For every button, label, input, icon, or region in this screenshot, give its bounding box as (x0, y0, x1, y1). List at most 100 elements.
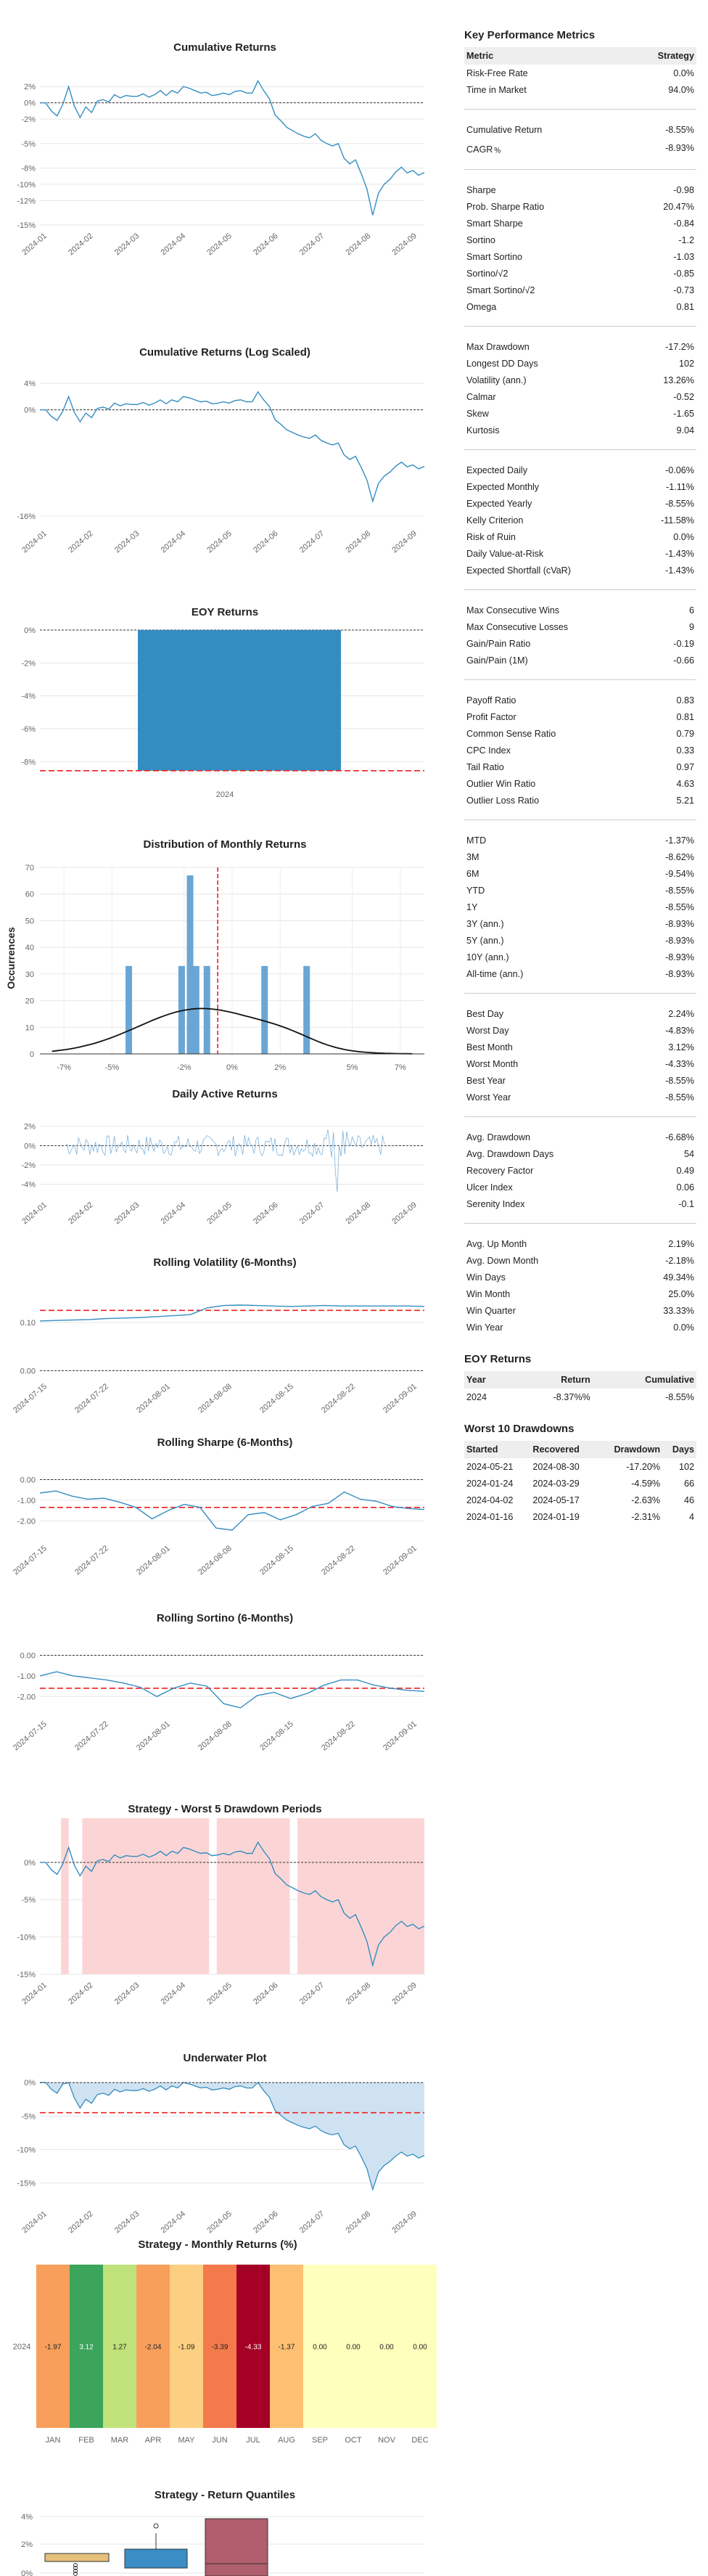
metric-name: Daily Value-at-Risk (466, 548, 544, 559)
x-tick-label: 2024-09-01 (382, 1382, 419, 1415)
metric-value: 13.26% (663, 375, 694, 385)
group-spacer (464, 450, 696, 462)
metric-value: -1.37% (665, 835, 694, 846)
metric-value: -0.52 (673, 391, 694, 402)
dd-col-days: Days (662, 1441, 696, 1458)
metrics-column: Key Performance Metrics Metric Strategy … (464, 29, 696, 1525)
eoy-return: -8.37%% (553, 1391, 590, 1402)
x-tick-label: 2024-04 (160, 529, 188, 555)
dd-recovered: 2024-03-29 (532, 1478, 580, 1489)
dd-recovered: 2024-01-19 (532, 1511, 580, 1522)
hist-bar (261, 965, 268, 1054)
x-tick-label: 2024-08-08 (197, 1382, 234, 1415)
group-spacer (464, 680, 696, 692)
metric-value: -8.55% (665, 885, 694, 896)
series-line (40, 79, 425, 216)
box-weekly (124, 2548, 188, 2569)
y-tick-label: 0 (30, 1050, 34, 1059)
outlier-point (73, 2569, 78, 2573)
metric-name: Win Month (466, 1288, 511, 1299)
metric-name: Win Quarter (466, 1305, 516, 1316)
y-tick-label: 0.00 (20, 1652, 36, 1661)
metric-value: 0.49 (676, 1165, 694, 1176)
group-separator (464, 315, 696, 327)
metric-value: 94.0% (668, 84, 694, 95)
table-row: CAGR﹪ -8.93% (464, 138, 696, 158)
metric-name: Gain/Pain (1M) (466, 655, 528, 666)
metric-value: 33.33% (663, 1305, 694, 1316)
y-tick-label: -15% (17, 221, 36, 230)
metric-name: Worst Month (466, 1058, 519, 1069)
metric-value: 20.47% (663, 201, 694, 212)
x-tick-label: 2024-05 (205, 1201, 234, 1226)
series-line (40, 2082, 425, 2191)
table-row: Smart Sortino/√2 -0.73 (464, 282, 696, 298)
x-tick-label: 2024-03 (113, 529, 141, 555)
x-tick-label: 2024-07-22 (73, 1720, 110, 1752)
x-tick-label: OCT (345, 2436, 362, 2445)
metric-value: 0.97 (676, 761, 694, 772)
table-row: Time in Market 94.0% (464, 81, 696, 98)
metric-value: -0.66 (673, 655, 694, 666)
metric-name: Avg. Drawdown Days (466, 1148, 554, 1159)
metric-value: -0.06% (665, 465, 694, 475)
table-row: Ulcer Index 0.06 (464, 1179, 696, 1195)
chart-title: Strategy - Return Quantiles (155, 2489, 295, 2501)
y-tick-label: 0.00 (20, 1367, 36, 1375)
heatmap-cell-mar (103, 2265, 136, 2428)
x-tick-label: 2024-08 (345, 529, 373, 555)
table-row: Volatility (ann.) 13.26% (464, 372, 696, 388)
metric-value: 54 (683, 1148, 694, 1159)
metric-name: Avg. Drawdown (466, 1132, 530, 1142)
heatmap-value: 1.27 (112, 2344, 127, 2352)
group-spacer (464, 590, 696, 602)
metric-value: -1.65 (673, 408, 694, 419)
metric-value: 0.0% (673, 531, 694, 542)
metric-name: Win Year (466, 1322, 503, 1333)
metric-value: -8.55% (665, 124, 694, 135)
metric-value: -8.93% (665, 968, 694, 979)
table-row: Expected Monthly -1.11% (464, 478, 696, 495)
x-tick-label: AUG (278, 2436, 295, 2445)
heatmap-cell-sep (303, 2265, 337, 2428)
heatmap-value: -1.09 (178, 2344, 195, 2352)
dd-days: 4 (688, 1511, 694, 1522)
x-tick-label: 2024-09 (390, 2209, 419, 2235)
table-row: 2024 -8.37%% -8.55% (464, 1389, 696, 1405)
series-line (39, 1304, 425, 1322)
metric-value: 6 (688, 605, 694, 616)
x-tick-label: 2024-02 (67, 529, 95, 555)
y-tick-label: 0% (21, 2569, 33, 2576)
kde-line (52, 1007, 413, 1055)
metric-name: Skew (466, 408, 489, 419)
y-tick-label: -8% (21, 758, 36, 766)
heatmap-cell-jul (236, 2265, 270, 2428)
x-tick-label: JUL (246, 2436, 260, 2445)
group-spacer (464, 820, 696, 833)
table-row: 2024-05-21 2024-08-30 -17.20% 102 (464, 1458, 696, 1475)
chart-title: Cumulative Returns (Log Scaled) (139, 346, 310, 359)
y-tick-label: -2% (21, 115, 36, 124)
metric-value: -0.73 (673, 285, 694, 295)
metric-name: Avg. Down Month (466, 1255, 539, 1266)
metric-value: -8.55% (665, 901, 694, 912)
y-tick-label: 0% (24, 1142, 36, 1150)
metric-name: Cumulative Return (466, 124, 543, 135)
heatmap-cell-dec (403, 2265, 437, 2428)
table-row: Smart Sortino -1.03 (464, 248, 696, 265)
metric-name: CAGR﹪ (466, 144, 502, 155)
table-row: Risk of Ruin 0.0% (464, 528, 696, 545)
eoy-header-row: Year Return Cumulative (464, 1371, 696, 1389)
y-tick-label: -1.00 (17, 1672, 36, 1681)
y-tick-label: 10 (25, 1023, 34, 1032)
heatmap-value: 3.12 (79, 2344, 94, 2352)
metric-value: -0.98 (673, 184, 694, 195)
series-line (65, 1129, 385, 1193)
x-tick-label: 2024-07-15 (12, 1720, 49, 1752)
table-row: Risk-Free Rate 0.0% (464, 65, 696, 81)
dd-recovered: 2024-08-30 (532, 1461, 580, 1472)
metric-value: -8.93% (665, 952, 694, 962)
heatmap-cell-nov (370, 2265, 403, 2428)
outlier-point (73, 2566, 78, 2570)
table-row: Kurtosis 9.04 (464, 422, 696, 438)
